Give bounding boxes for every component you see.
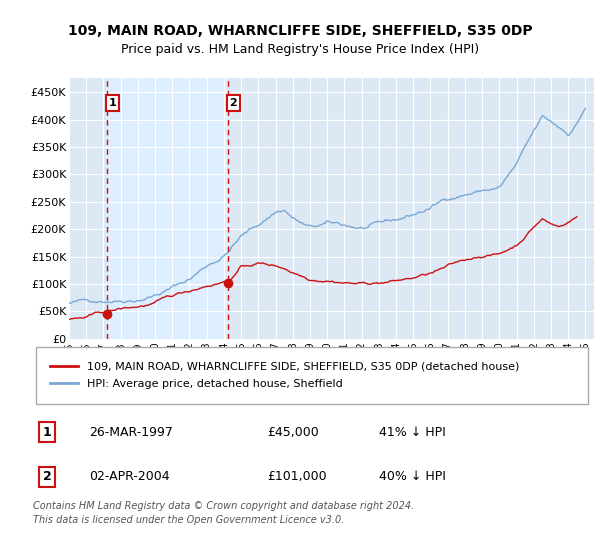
Bar — [107, 78, 228, 339]
Text: 02-APR-2004: 02-APR-2004 — [89, 470, 169, 483]
Text: 2: 2 — [43, 470, 52, 483]
Legend: 109, MAIN ROAD, WHARNCLIFFE SIDE, SHEFFIELD, S35 0DP (detached house), HPI: Aver: 109, MAIN ROAD, WHARNCLIFFE SIDE, SHEFFI… — [47, 358, 523, 392]
Text: £45,000: £45,000 — [268, 426, 319, 438]
Text: £101,000: £101,000 — [268, 470, 327, 483]
Text: 109, MAIN ROAD, WHARNCLIFFE SIDE, SHEFFIELD, S35 0DP: 109, MAIN ROAD, WHARNCLIFFE SIDE, SHEFFI… — [68, 25, 532, 38]
Text: Contains HM Land Registry data © Crown copyright and database right 2024.
This d: Contains HM Land Registry data © Crown c… — [33, 501, 414, 525]
Text: 1: 1 — [109, 98, 116, 108]
Text: 1: 1 — [43, 426, 52, 438]
Text: 41% ↓ HPI: 41% ↓ HPI — [379, 426, 446, 438]
FancyBboxPatch shape — [36, 347, 588, 404]
Text: 26-MAR-1997: 26-MAR-1997 — [89, 426, 173, 438]
Text: 2: 2 — [230, 98, 237, 108]
Text: 40% ↓ HPI: 40% ↓ HPI — [379, 470, 446, 483]
Text: Price paid vs. HM Land Registry's House Price Index (HPI): Price paid vs. HM Land Registry's House … — [121, 43, 479, 56]
